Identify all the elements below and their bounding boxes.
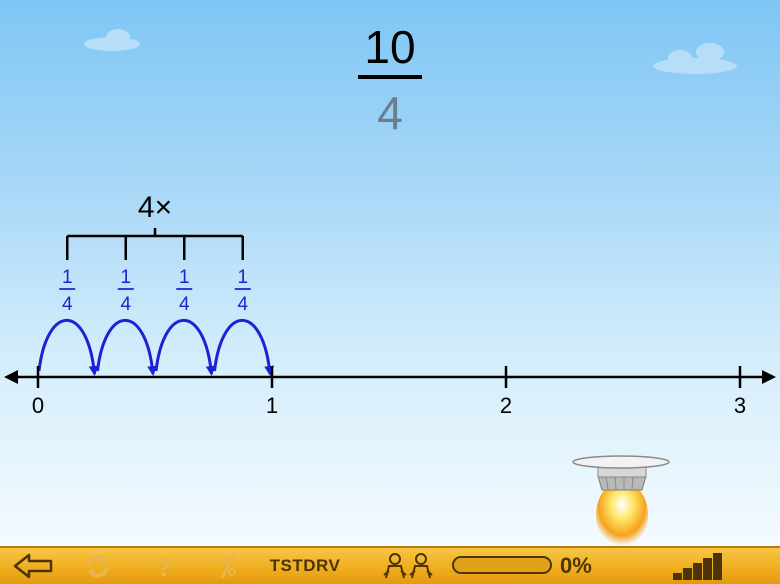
help-button[interactable]: ? bbox=[150, 550, 178, 582]
slash-icon bbox=[220, 553, 236, 579]
cloud-icon bbox=[653, 43, 737, 74]
fraction-numerator: 10 bbox=[364, 21, 416, 73]
jump-numerator: 1 bbox=[120, 267, 131, 288]
jump-numerator: 1 bbox=[62, 267, 73, 288]
jump-arc bbox=[37, 318, 99, 376]
left-arrow-icon bbox=[4, 370, 18, 384]
tick-label-0: 0 bbox=[32, 393, 44, 418]
users-button[interactable] bbox=[380, 550, 436, 582]
group-multiplier-label: 4× bbox=[138, 191, 172, 224]
back-button[interactable] bbox=[10, 550, 56, 582]
group-bracket bbox=[66, 228, 244, 260]
rocket-icon[interactable] bbox=[572, 455, 670, 546]
fraction-denominator: 4 bbox=[377, 87, 403, 139]
jump-arc bbox=[96, 318, 158, 376]
jump-denominator: 4 bbox=[120, 294, 131, 315]
question-icon: ? bbox=[155, 551, 172, 581]
cloud-icon bbox=[84, 29, 140, 51]
tick-label-1: 1 bbox=[266, 393, 278, 418]
refresh-icon bbox=[87, 554, 109, 578]
jump-numerator: 1 bbox=[179, 267, 190, 288]
jump-denominator: 4 bbox=[62, 294, 73, 315]
jump-numerator: 1 bbox=[237, 267, 248, 288]
jump-arc bbox=[154, 318, 216, 376]
svg-text:?: ? bbox=[155, 551, 172, 581]
number-line bbox=[4, 370, 776, 384]
jump-arc bbox=[213, 318, 275, 376]
two-users-icon bbox=[383, 553, 433, 579]
jump-denominator: 4 bbox=[237, 294, 248, 315]
signal-bars-icon bbox=[673, 553, 722, 580]
toolbar: ? TSTDRV 0% bbox=[0, 546, 780, 584]
progress-percent: 0% bbox=[560, 553, 592, 578]
fraction-bar bbox=[358, 75, 422, 79]
level-indicator[interactable] bbox=[670, 550, 726, 582]
tick-label-2: 2 bbox=[500, 393, 512, 418]
tool-button[interactable] bbox=[214, 550, 242, 582]
number-line-scene: 4× 1 4 1 4 1 4 1 4 0 1 2 3 bbox=[4, 29, 776, 546]
right-arrow-icon bbox=[762, 370, 776, 384]
refresh-button[interactable] bbox=[80, 550, 116, 582]
session-code: TSTDRV bbox=[269, 556, 341, 575]
progress-bar bbox=[452, 556, 552, 574]
tick-label-3: 3 bbox=[734, 393, 746, 418]
back-arrow-icon bbox=[13, 553, 53, 579]
jump-denominator: 4 bbox=[179, 294, 190, 315]
